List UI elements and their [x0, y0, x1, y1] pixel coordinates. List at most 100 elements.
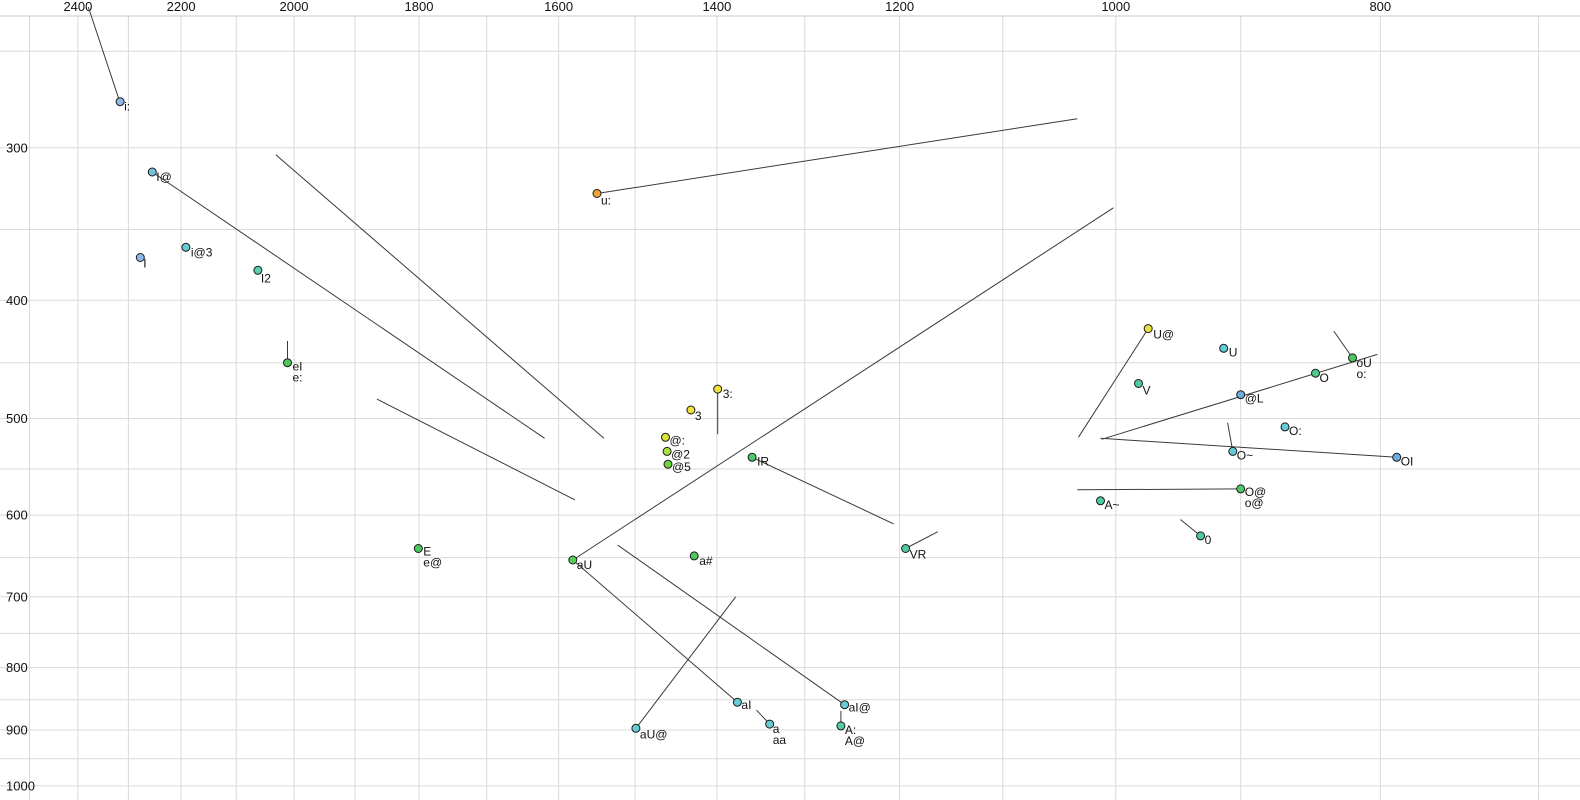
data-point [1280, 422, 1290, 432]
y-tick-label: 400 [6, 293, 28, 308]
trajectory-line [1333, 330, 1353, 359]
data-point [253, 265, 263, 275]
trajectory-line [152, 171, 545, 439]
x-tick-label: 1400 [702, 0, 731, 14]
data-point [135, 253, 145, 262]
point-sublabel: A@ [845, 734, 865, 748]
point-label: @L [1245, 392, 1264, 406]
point-sublabel: e@ [423, 556, 442, 570]
data-point [1348, 353, 1357, 363]
point-label: O~ [1237, 448, 1253, 462]
x-tick-label: 2400 [63, 0, 92, 14]
data-point [631, 723, 641, 733]
point-label: A~ [1105, 498, 1120, 512]
point-label: aI@ [849, 701, 871, 715]
y-tick-label: 800 [6, 660, 28, 675]
point-label: oU [1357, 356, 1372, 370]
data-point [836, 721, 846, 731]
data-point [1236, 484, 1246, 494]
trajectory-line [1077, 488, 1241, 491]
point-label: i: [124, 100, 130, 114]
x-tick-label: 1600 [544, 0, 573, 14]
point-label: A: [845, 723, 856, 737]
y-tick-label: 1000 [6, 778, 35, 793]
y-tick-label: 900 [6, 723, 28, 738]
data-point [1311, 368, 1320, 378]
data-point [765, 719, 775, 729]
point-label: E [423, 545, 431, 559]
data-point [181, 242, 191, 252]
data-point [661, 432, 670, 442]
data-point [115, 97, 125, 107]
point-label: i@3 [191, 245, 213, 259]
point-label: U [1229, 345, 1238, 359]
x-tick-label: 2000 [280, 0, 309, 14]
x-tick-label: 1000 [1101, 0, 1130, 14]
trajectory-line [87, 6, 120, 100]
data-point [147, 167, 157, 177]
y-tick-label: 700 [6, 589, 28, 604]
trajectory-line [751, 456, 894, 525]
point-label: IR [757, 454, 769, 468]
data-point [1134, 379, 1143, 388]
y-tick-label: 300 [6, 140, 28, 155]
point-label: aI [741, 698, 751, 712]
trajectory-line [635, 596, 737, 729]
trajectory-line [572, 559, 738, 703]
x-tick-label: 1200 [885, 0, 914, 14]
point-label: @5 [672, 460, 691, 474]
point-label: V [1143, 384, 1151, 398]
point-label: aU [577, 558, 592, 572]
trajectory-line [1100, 437, 1397, 458]
data-point [413, 544, 423, 553]
y-tick-label: 600 [6, 508, 28, 523]
trajectory-line [596, 118, 1078, 194]
data-point [1196, 531, 1206, 541]
data-point [689, 551, 699, 561]
data-point [592, 189, 602, 198]
point-label: @2 [671, 447, 690, 461]
x-tick-label: 1800 [405, 0, 434, 14]
point-sublabel: e: [293, 371, 303, 385]
data-point [1228, 446, 1238, 456]
trajectory-line [275, 154, 605, 439]
point-label: VR [910, 548, 927, 562]
data-point [732, 697, 742, 707]
data-point [747, 452, 757, 462]
data-point [1236, 390, 1246, 400]
point-label: I [143, 257, 146, 271]
data-point [283, 358, 292, 368]
point-label: eI [293, 360, 303, 374]
data-point [686, 405, 696, 415]
trajectory-line [1227, 422, 1234, 452]
y-tick-label: 500 [6, 411, 28, 426]
point-label: 3 [695, 409, 702, 423]
point-label: O@ [1245, 485, 1267, 499]
trajectory-line [905, 531, 939, 549]
trajectory-line [1077, 328, 1149, 438]
point-label: O: [1289, 424, 1302, 438]
data-point [840, 700, 850, 710]
trajectory-line [376, 398, 576, 501]
x-tick-label: 800 [1369, 0, 1391, 14]
point-label: U@ [1153, 328, 1174, 342]
point-label: a [773, 722, 780, 736]
trajectory-line [617, 544, 845, 706]
point-sublabel: o: [1357, 367, 1367, 381]
data-point [662, 446, 672, 456]
point-label: aU@ [640, 727, 668, 741]
point-label: OI [1401, 454, 1414, 468]
trajectory-line [572, 207, 1114, 561]
data-point [1392, 452, 1402, 462]
point-label: @: [670, 433, 686, 447]
point-label: I2 [261, 271, 271, 285]
point-label: 0 [1205, 533, 1212, 547]
data-point [901, 544, 911, 553]
data-point [1219, 343, 1229, 353]
data-point [663, 459, 673, 469]
point-label: I@ [156, 170, 172, 184]
point-label: a# [699, 554, 713, 568]
point-sublabel: o@ [1245, 496, 1264, 510]
